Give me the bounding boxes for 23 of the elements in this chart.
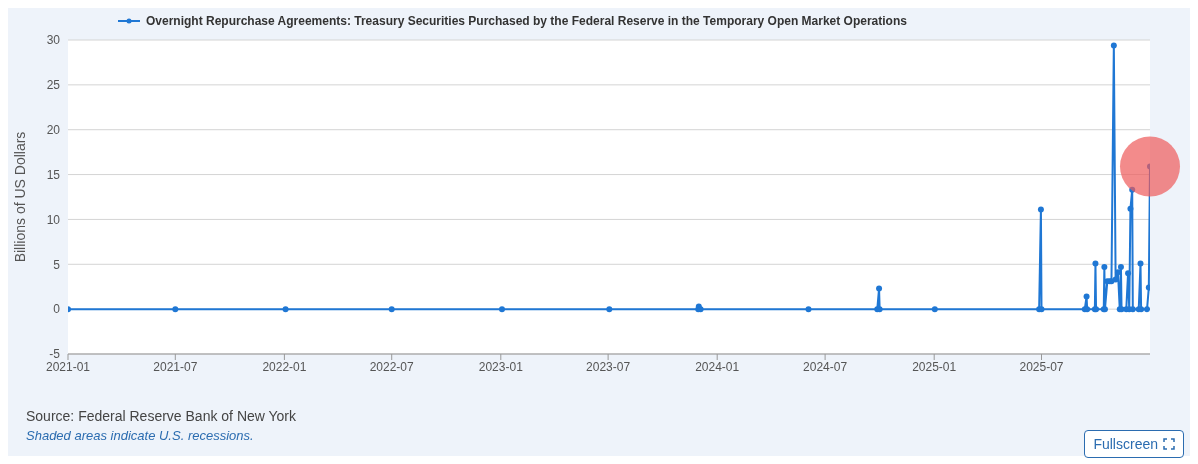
y-tick-label: -5	[49, 347, 61, 362]
y-tick-label: 15	[46, 167, 61, 182]
x-tick-label: 2023-01	[478, 359, 524, 374]
y-tick-label: 5	[53, 257, 61, 272]
text: Fullscreen	[1093, 436, 1158, 452]
source-note: Source: Federal Reserve Bank of New York	[26, 408, 297, 424]
x-tick-label: 2025-01	[912, 359, 957, 374]
x-tick-label: 2022-01	[262, 359, 307, 374]
y-tick-label: 25	[46, 78, 61, 93]
y-tick-label: 0	[53, 302, 61, 317]
y-tick-label: 20	[46, 122, 61, 137]
x-tick-label: 2024-07	[803, 359, 848, 374]
x-tick-label: 2022-07	[369, 359, 415, 374]
x-tick-label: 2021-01	[45, 359, 91, 374]
x-tick-label: 2025-07	[1019, 359, 1064, 374]
y-axis-title: Billions of US Dollars	[11, 131, 28, 263]
y-tick-label: 10	[46, 212, 61, 227]
x-tick-label: 2023-07	[586, 359, 631, 374]
x-tick-label: 2021-07	[153, 359, 198, 374]
x-tick-label: 2024-01	[695, 359, 740, 374]
text: Shaded areas indicate U.S. recessions.	[26, 428, 255, 443]
y-tick-label: 30	[46, 33, 61, 48]
legend-label: Overnight Repurchase Agreements: Treasury Securities Purchased by the Federal Reserve in the Temporary Open Market Operations	[146, 14, 907, 28]
